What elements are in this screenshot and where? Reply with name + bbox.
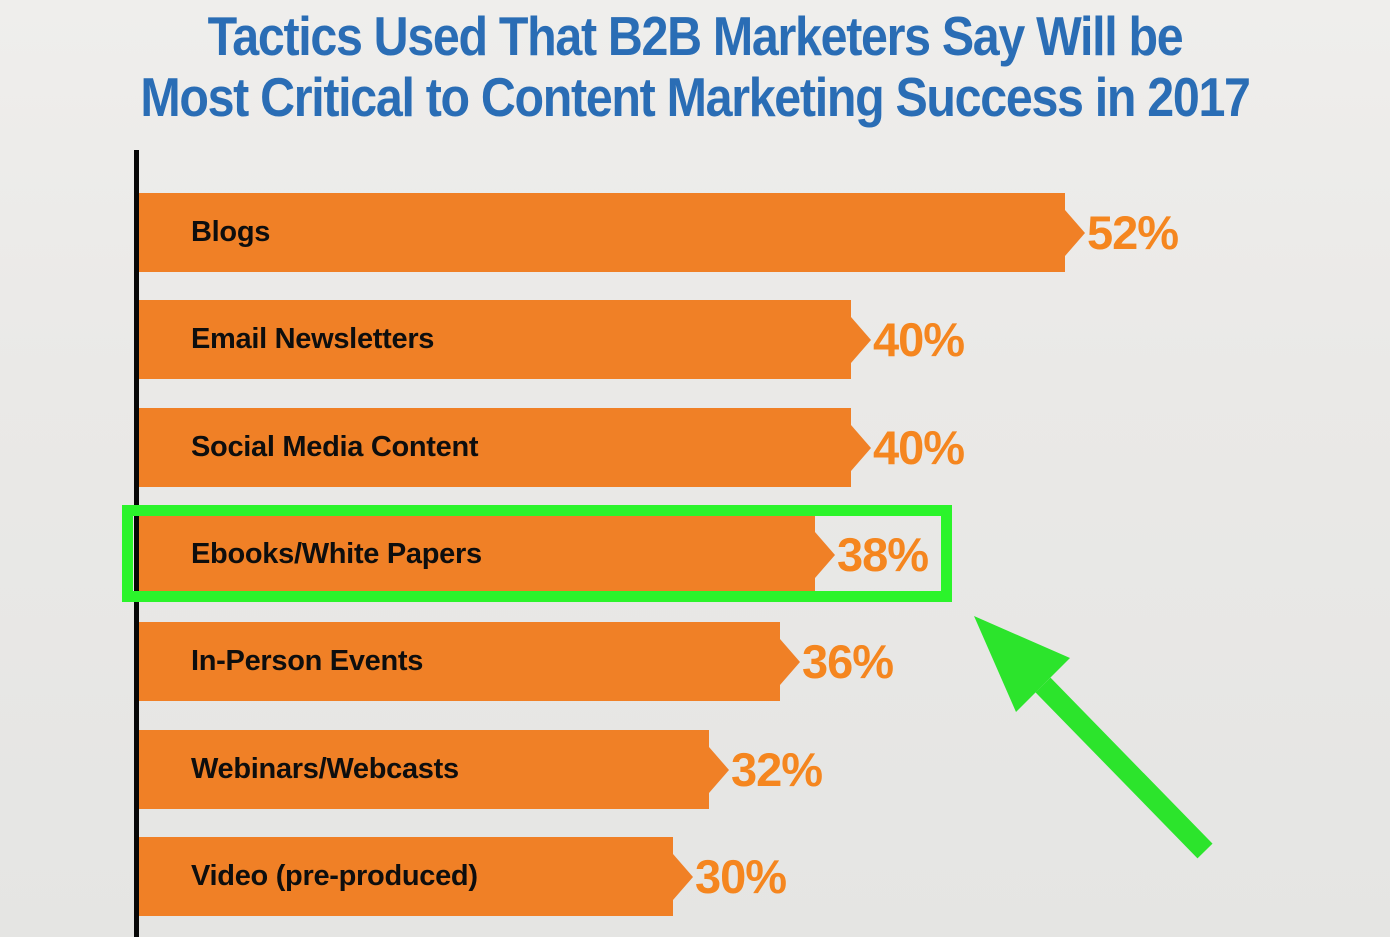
bar-row: Ebooks/White Papers 38% [139,515,929,594]
bar: Blogs [139,193,1085,272]
y-axis-line [134,150,139,937]
bar-tip-chevron [780,638,800,685]
bar-row: Email Newsletters 40% [139,300,965,379]
bar-category-label: Video (pre-produced) [191,860,478,892]
bar-tip-chevron [815,531,835,578]
bar-tip-chevron [851,316,871,363]
bar-category-label: Blogs [191,216,271,248]
bar-category-label: Email Newsletters [191,323,435,355]
bar: Email Newsletters [139,300,871,379]
chart-title: Tactics Used That B2B Marketers Say Will… [83,6,1306,128]
bar-tip-chevron [673,853,693,900]
bar: Social Media Content [139,408,871,487]
bar-row: Blogs 52% [139,193,1179,272]
bar-row: Webinars/Webcasts 32% [139,730,823,809]
chart-title-line1: Tactics Used That B2B Marketers Say Will… [207,5,1184,67]
bar-category-label: Ebooks/White Papers [191,538,482,570]
bar-value-label: 40% [873,313,965,366]
chart-title-line2: Most Critical to Content Marketing Succe… [140,66,1251,128]
bar-tip-chevron [709,746,729,793]
highlight-box [122,505,952,602]
bar-tip-chevron [851,424,871,471]
bar: Webinars/Webcasts [139,730,729,809]
arrow-shaft [1035,677,1213,859]
bar: Video (pre-produced) [139,837,693,916]
bar-value-label: 30% [695,850,787,903]
bar-value-label: 52% [1087,206,1179,259]
bar-value-label: 40% [873,421,965,474]
bar-row: In-Person Events 36% [139,622,894,701]
bar-category-label: In-Person Events [191,645,424,677]
bar-category-label: Social Media Content [191,431,479,463]
bar-row: Video (pre-produced) 30% [139,837,787,916]
arrow-head [974,616,1070,712]
bar: Ebooks/White Papers [139,515,835,594]
bar-tip-chevron [1065,209,1085,256]
bar-value-label: 32% [731,743,823,796]
bar-value-label: 36% [802,635,894,688]
bar: In-Person Events [139,622,800,701]
bar-row: Social Media Content 40% [139,408,965,487]
bar-category-label: Webinars/Webcasts [191,753,459,785]
bar-value-label: 38% [837,528,929,581]
